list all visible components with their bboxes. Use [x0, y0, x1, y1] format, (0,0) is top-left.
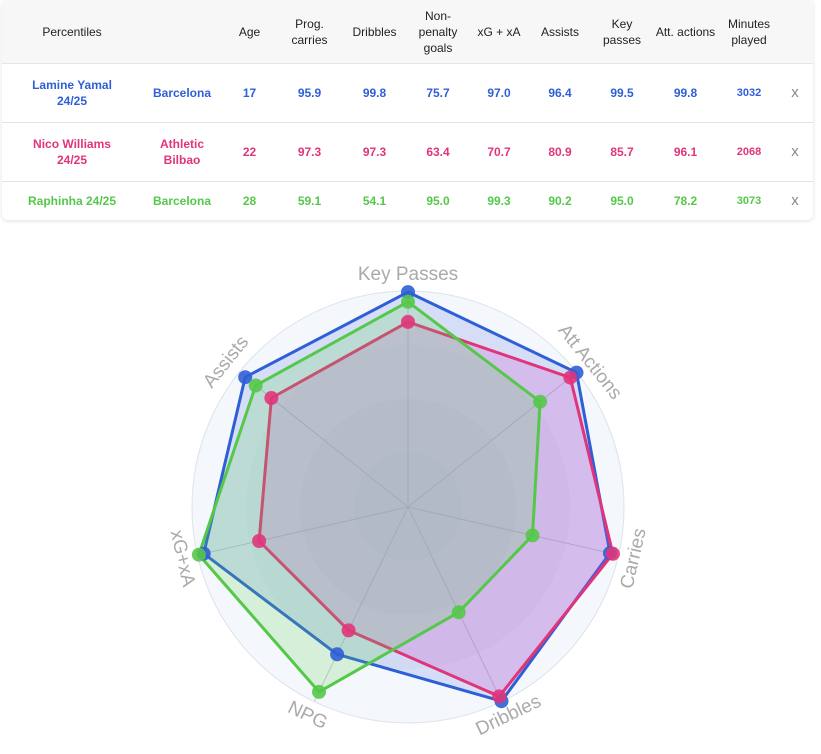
age-value: 17 [242, 85, 257, 100]
data-point [451, 605, 466, 620]
data-point [401, 285, 415, 300]
xg-xa-value: 99.3 [487, 194, 511, 208]
data-point [238, 370, 253, 385]
series-area [197, 300, 542, 694]
data-point [533, 394, 548, 409]
key-passes-value: 95.0 [610, 194, 634, 208]
minutes-value: 3032 [736, 86, 762, 99]
assists-value: 96.4 [548, 85, 572, 100]
data-point [252, 534, 267, 548]
data-point [312, 684, 326, 699]
minutes-value: 2068 [736, 145, 762, 158]
data-point [492, 689, 507, 704]
header-key-passes: Key passes [602, 16, 642, 47]
data-point [191, 547, 206, 562]
club-name: Barcelona [152, 194, 212, 208]
data-point [563, 370, 578, 385]
axis-spoke [407, 506, 503, 702]
axis-label: Key Passes [358, 264, 458, 285]
assists-value: 80.9 [548, 144, 572, 159]
data-point [401, 314, 415, 329]
header-club [142, 0, 222, 63]
prog-carries-value: 97.3 [297, 144, 322, 159]
percentiles-table: Percentiles Age Prog. carries Dribbles N… [2, 0, 813, 220]
header-dribbles: Dribbles [352, 24, 397, 39]
age-value: 28 [242, 194, 257, 208]
np-goals-value: 95.0 [426, 194, 450, 208]
xg-xa-value: 70.7 [487, 144, 511, 159]
prog-carries-value: 59.1 [297, 194, 322, 208]
header-att-actions: Att. actions [655, 24, 716, 39]
data-point [605, 546, 620, 561]
axis-spoke [407, 371, 578, 508]
data-point [401, 294, 415, 309]
table-row: Lamine Yamal 24/25 Barcelona 17 95.9 99.8 75.… [2, 63, 813, 123]
att-actions-value: 99.8 [673, 85, 698, 100]
xg-xa-value: 97.0 [487, 85, 511, 100]
prog-carries-value: 95.9 [297, 85, 322, 100]
header-assists: Assists [540, 24, 579, 39]
key-passes-value: 85.7 [610, 144, 634, 159]
att-actions-value: 78.2 [673, 194, 698, 208]
header-np-goals: Non-penalty goals [418, 8, 458, 55]
dribbles-value: 99.8 [362, 85, 387, 100]
remove-player-button[interactable]: x [791, 83, 799, 101]
assists-value: 90.2 [548, 194, 572, 208]
age-value: 22 [242, 144, 257, 159]
data-point [248, 378, 263, 393]
axis-spoke [407, 506, 619, 556]
series-area [257, 320, 615, 698]
axis-spoke [197, 506, 409, 556]
remove-player-button[interactable]: x [791, 192, 799, 209]
player-name: Nico Williams 24/25 [33, 136, 111, 167]
header-age: Age [238, 24, 261, 39]
dribbles-value: 97.3 [362, 144, 387, 159]
table-row: Raphinha 24/25 Barcelona 28 59.1 54.1 95.0 99.… [2, 181, 813, 220]
np-goals-value: 75.7 [426, 85, 450, 100]
att-actions-value: 96.1 [673, 144, 698, 159]
remove-player-button[interactable]: x [791, 142, 799, 160]
player-name: Raphinha 24/25 [27, 194, 117, 208]
table-header: Percentiles Age Prog. carries Dribbles N… [2, 0, 813, 64]
series-area [202, 290, 612, 703]
club-name: Barcelona [152, 85, 212, 100]
dribbles-value: 54.1 [362, 194, 387, 208]
header-prog-carries: Prog. carries [291, 16, 328, 47]
header-percentiles: Percentiles [42, 24, 102, 39]
player-name: Lamine Yamal 24/25 [32, 77, 112, 108]
header-xg-xa: xG + xA [477, 24, 521, 39]
axis-spoke [313, 506, 409, 702]
data-point [330, 647, 345, 662]
data-point [264, 391, 279, 405]
header-minutes: Minutes played [727, 16, 771, 47]
data-point [525, 528, 540, 543]
data-point [341, 623, 356, 638]
table-row: Nico Williams 24/25 Athletic Bilbao 22 97.3… [2, 122, 813, 182]
club-name: Athletic Bilbao [160, 136, 205, 167]
minutes-value: 3073 [736, 195, 762, 207]
key-passes-value: 99.5 [610, 85, 634, 100]
np-goals-value: 63.4 [426, 144, 450, 159]
